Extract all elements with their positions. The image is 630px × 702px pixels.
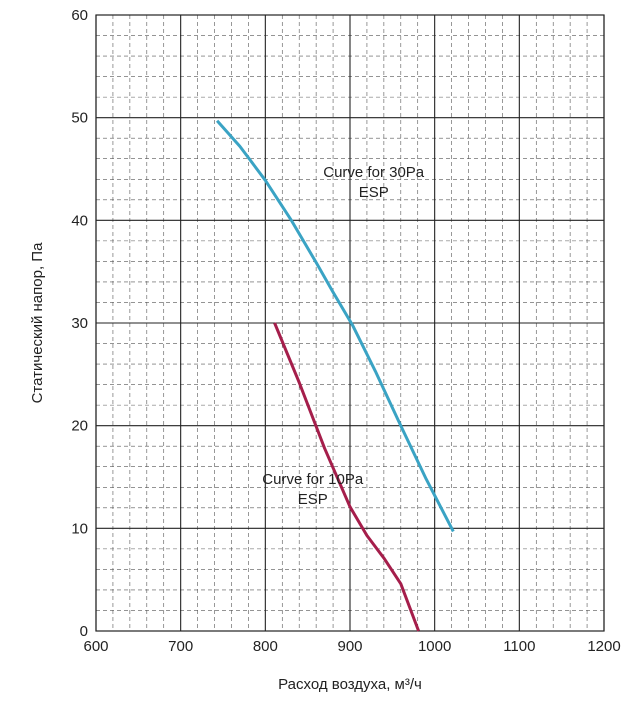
- x-tick-label: 1000: [418, 638, 451, 655]
- series-curve-2: [273, 322, 421, 632]
- curve-annotation-line: ESP: [359, 184, 389, 201]
- x-tick-label: 800: [253, 638, 278, 655]
- plot-frame: [95, 14, 605, 632]
- curve-annotation-2: Curve for 10Pa ESP: [262, 471, 364, 508]
- y-tick-labels: 0 10 20 30 40 50 60: [71, 7, 88, 640]
- y-tick-label: 0: [80, 623, 88, 640]
- y-tick-label: 50: [71, 110, 88, 127]
- x-tick-label: 900: [337, 638, 362, 655]
- x-tick-label: 700: [168, 638, 193, 655]
- curve-annotation-line: ESP: [298, 491, 328, 508]
- x-tick-labels: 600 700 800 900 1000 1100 1200: [83, 638, 620, 655]
- curve-annotation-line: Curve for 10Pa: [262, 471, 364, 488]
- x-tick-label: 1100: [503, 638, 535, 655]
- x-tick-label: 1200: [587, 638, 620, 655]
- curve-annotation-line: Curve for 30Pa: [323, 164, 425, 181]
- y-tick-label: 30: [71, 315, 88, 332]
- annotation-layer: Curve for 30Pa ESP Curve for 10Pa ESP: [262, 164, 425, 508]
- y-tick-label: 40: [71, 212, 88, 229]
- series-layer: [215, 119, 455, 632]
- y-tick-label: 60: [71, 7, 88, 24]
- y-axis-label: Статический напор, Па: [29, 242, 46, 403]
- y-tick-label: 20: [71, 418, 88, 435]
- series-curve-1: [215, 119, 455, 533]
- x-tick-label: 600: [83, 638, 108, 655]
- curve-annotation-1: Curve for 30Pa ESP: [323, 164, 425, 201]
- y-tick-label: 10: [71, 520, 88, 537]
- x-axis-label: Расход воздуха, м³/ч: [278, 676, 422, 693]
